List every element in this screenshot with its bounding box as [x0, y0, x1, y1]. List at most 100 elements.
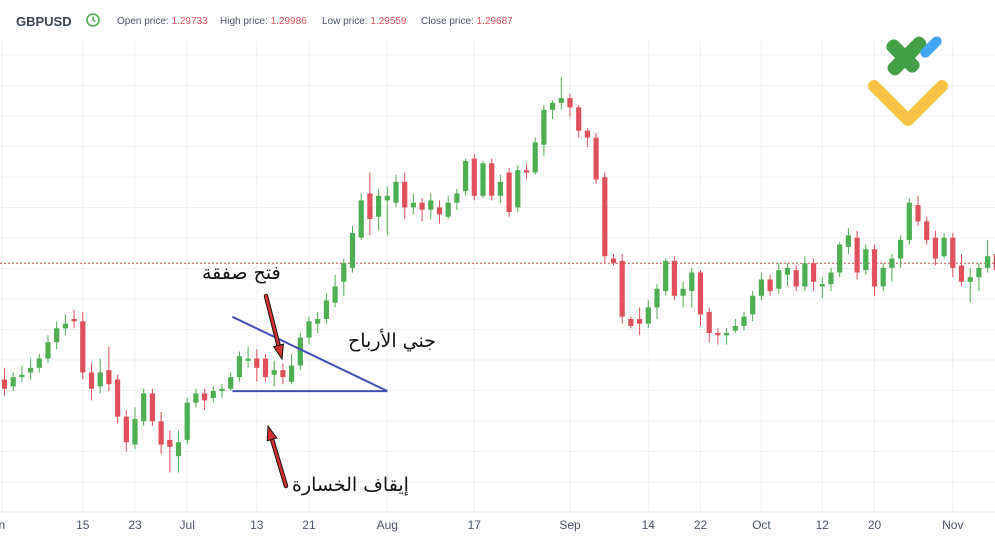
candle[interactable]: [750, 291, 756, 322]
candle[interactable]: [175, 430, 182, 473]
candle[interactable]: [671, 256, 677, 301]
candle[interactable]: [985, 239, 991, 273]
candle[interactable]: [602, 172, 608, 264]
candle[interactable]: [993, 249, 995, 277]
candle[interactable]: [262, 353, 269, 382]
candle[interactable]: [202, 388, 208, 410]
candle[interactable]: [550, 100, 556, 120]
candle[interactable]: [97, 358, 103, 394]
candle[interactable]: [871, 244, 878, 296]
candle[interactable]: [619, 253, 625, 324]
candle[interactable]: [506, 167, 512, 217]
candle[interactable]: [106, 346, 112, 392]
candle[interactable]: [689, 267, 695, 308]
candle[interactable]: [349, 226, 356, 273]
candle[interactable]: [576, 105, 582, 138]
candle[interactable]: [88, 363, 95, 401]
candle[interactable]: [967, 267, 973, 303]
candle[interactable]: [924, 216, 930, 245]
candle[interactable]: [36, 353, 42, 373]
candle[interactable]: [532, 137, 538, 175]
candle[interactable]: [906, 198, 912, 245]
candle[interactable]: [62, 314, 68, 336]
candle[interactable]: [219, 384, 225, 399]
candle[interactable]: [210, 386, 216, 403]
candle[interactable]: [654, 284, 660, 319]
candle[interactable]: [245, 346, 251, 368]
symbol-name[interactable]: GBPUSD: [16, 14, 72, 29]
candle[interactable]: [132, 407, 138, 450]
candle[interactable]: [915, 195, 921, 226]
candle[interactable]: [254, 349, 260, 382]
candle[interactable]: [863, 244, 869, 275]
candle[interactable]: [976, 263, 982, 292]
candle[interactable]: [10, 372, 16, 392]
candle[interactable]: [950, 232, 956, 278]
candle[interactable]: [341, 258, 347, 296]
candle[interactable]: [28, 358, 34, 380]
candle[interactable]: [645, 300, 651, 329]
candle[interactable]: [741, 312, 747, 331]
candle[interactable]: [228, 372, 234, 392]
candle[interactable]: [19, 365, 25, 382]
candle[interactable]: [715, 328, 721, 345]
candle[interactable]: [732, 319, 738, 333]
candle[interactable]: [880, 263, 886, 292]
candle[interactable]: [376, 188, 382, 231]
candle[interactable]: [141, 388, 147, 426]
candle[interactable]: [123, 409, 129, 452]
clock-icon[interactable]: [86, 13, 100, 27]
candle[interactable]: [184, 398, 190, 445]
candle[interactable]: [1, 367, 8, 396]
candle[interactable]: [558, 77, 564, 110]
candle[interactable]: [802, 256, 808, 292]
candle[interactable]: [115, 374, 121, 424]
candle[interactable]: [610, 253, 617, 266]
candle[interactable]: [297, 332, 303, 371]
candle[interactable]: [367, 172, 373, 236]
candle[interactable]: [706, 307, 712, 343]
candle[interactable]: [436, 200, 443, 224]
candle[interactable]: [158, 412, 164, 454]
candle[interactable]: [724, 328, 730, 345]
candle[interactable]: [784, 263, 791, 287]
candle[interactable]: [776, 263, 782, 294]
candle[interactable]: [697, 270, 704, 326]
candle[interactable]: [828, 267, 834, 292]
candle[interactable]: [497, 174, 503, 203]
candle[interactable]: [663, 258, 669, 296]
candle[interactable]: [80, 312, 86, 380]
candle[interactable]: [332, 274, 338, 308]
candle[interactable]: [489, 158, 495, 201]
candle[interactable]: [306, 316, 312, 345]
candle[interactable]: [410, 193, 416, 215]
candle[interactable]: [811, 258, 817, 292]
candle[interactable]: [854, 230, 860, 280]
candle[interactable]: [480, 160, 486, 199]
candle[interactable]: [758, 272, 764, 301]
candle[interactable]: [193, 388, 199, 408]
candle[interactable]: [567, 93, 573, 117]
candle[interactable]: [889, 253, 895, 282]
candle[interactable]: [454, 188, 460, 210]
candle[interactable]: [445, 195, 451, 220]
candle[interactable]: [280, 363, 286, 385]
candle[interactable]: [767, 274, 773, 296]
candle[interactable]: [584, 128, 590, 147]
candle[interactable]: [958, 253, 965, 287]
candle[interactable]: [463, 158, 469, 196]
candle[interactable]: [45, 335, 51, 364]
candle[interactable]: [680, 281, 686, 308]
candle[interactable]: [471, 153, 477, 201]
candle[interactable]: [271, 360, 277, 387]
candle[interactable]: [898, 235, 904, 268]
candle[interactable]: [932, 230, 938, 266]
candle[interactable]: [54, 321, 60, 350]
candle[interactable]: [71, 309, 77, 329]
candle[interactable]: [515, 165, 521, 213]
candle[interactable]: [428, 193, 434, 220]
candle[interactable]: [384, 186, 390, 236]
candle[interactable]: [402, 172, 408, 220]
candle[interactable]: [167, 430, 173, 473]
